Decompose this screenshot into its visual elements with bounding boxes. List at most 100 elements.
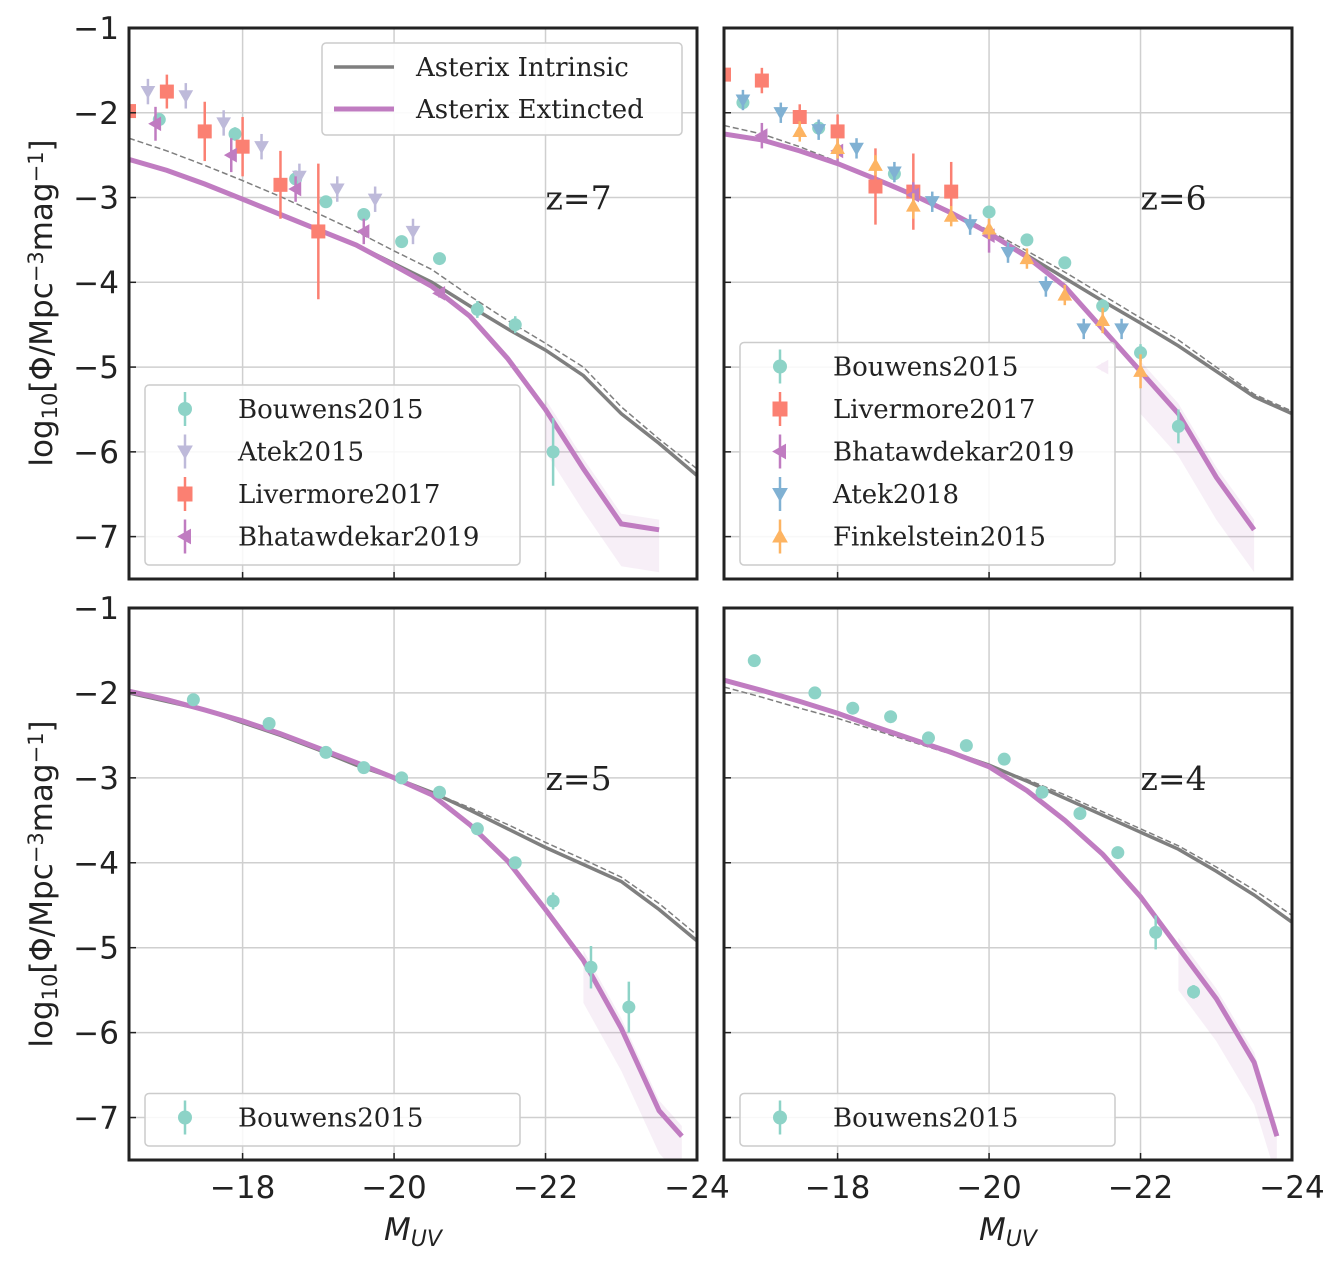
grid: [129, 607, 698, 1160]
data-point: [1187, 985, 1201, 999]
data-point: [982, 205, 996, 219]
data-point: [808, 686, 822, 700]
data-point: [357, 761, 371, 775]
redshift-label: z=5: [546, 759, 612, 798]
legend-label: Finkelstein2015: [833, 523, 1046, 553]
panel-z7: −1 −2 −3 −4 −5 −6 −7 z=7 Bouwens2015 Atek2015 Live…: [73, 11, 699, 581]
data-point: [1149, 925, 1163, 939]
legend-marker: [772, 528, 788, 543]
plot-area: [724, 61, 1292, 573]
data-point: [1171, 419, 1185, 433]
legend-label-extincted: Asterix Extincted: [415, 95, 644, 125]
data-point: [254, 141, 269, 155]
legend-label: Livermore2017: [833, 395, 1035, 425]
legend-marker: [177, 486, 193, 502]
legend-label: Bhatawdekar2019: [833, 438, 1074, 468]
axes-frame: [722, 26, 1294, 581]
series-legend: Bouwens2015 Atek2015 Livermore2017 Bhatawde…: [144, 384, 521, 566]
data-point: [433, 785, 447, 799]
data-point: [868, 157, 883, 171]
legend-label: Bouwens2015: [833, 353, 1018, 383]
x-axis-label: MUV: [979, 1212, 1039, 1252]
data-point: [197, 124, 212, 139]
y-axis-label-part: −1: [24, 732, 48, 763]
intrinsic-line: [129, 691, 697, 943]
data-point: [943, 208, 959, 222]
data-point: [905, 198, 921, 212]
data-point: [981, 221, 997, 235]
data-point: [288, 181, 302, 197]
data-point: [262, 716, 276, 730]
redshift-label: z=7: [546, 179, 612, 218]
legend-label: Atek2015: [237, 438, 364, 468]
panel-z4: −18 −20 −22 −24 z=4 Bouwens2015: [722, 606, 1325, 1206]
intrinsic-dashed-line: [129, 692, 697, 936]
data-point: [223, 147, 237, 163]
legend-marker: [773, 1110, 787, 1125]
data-point: [1114, 323, 1129, 337]
y-tick-label: −7: [73, 520, 119, 556]
legend-label: Bouwens2015: [238, 395, 423, 425]
extincted-band: [1178, 937, 1277, 1160]
panel-z5: −1 −2 −3 −4 −5 −6 −7 −18 −20 −22 −24 z=5 Bouwens2015: [73, 591, 729, 1206]
plot-area: [129, 74, 697, 573]
y-tick-label: −3: [73, 761, 119, 797]
data-point: [1057, 287, 1073, 301]
data-point: [754, 128, 768, 144]
data-point: [1073, 807, 1087, 821]
extincted-band: [545, 399, 660, 573]
data-point: [1076, 323, 1092, 337]
data-point: [235, 139, 250, 154]
line-legend: Asterix Intrinsic Asterix Extincted: [321, 42, 683, 136]
legend-label: Bhatawdekar2019: [238, 523, 479, 553]
axes-frame: [722, 606, 1294, 1162]
data-point: [846, 701, 860, 715]
y-tick-label: −6: [73, 435, 119, 471]
legend-marker: [772, 401, 788, 417]
y-axis-label-part: −3: [24, 251, 48, 282]
series-finkelstein2015: [792, 121, 1148, 389]
data-point: [1096, 299, 1110, 313]
data-point: [1058, 256, 1072, 270]
x-tick-label: −18: [805, 1170, 870, 1206]
data-point: [849, 142, 864, 156]
data-point: [432, 285, 446, 301]
legend-box: [739, 341, 1116, 566]
data-point: [997, 752, 1011, 766]
legend-label: Bouwens2015: [833, 1104, 1018, 1134]
data-point: [962, 219, 978, 233]
extincted-line: [724, 677, 1280, 1137]
data-point: [228, 127, 242, 141]
y-axis-label-part: ]: [24, 720, 60, 732]
data-point: [470, 302, 484, 316]
legend-marker: [177, 528, 191, 545]
y-axis-label-part: ]: [24, 139, 60, 151]
data-point: [884, 710, 898, 724]
data-point: [584, 960, 598, 974]
data-point: [887, 166, 902, 180]
x-axis-label-main: M: [384, 1212, 411, 1248]
legend-label: Bouwens2015: [238, 1104, 423, 1134]
data-point: [1019, 251, 1035, 265]
panel-z6: z=6 Bouwens2015 Livermore2017 Bhatawdekar20…: [722, 26, 1294, 581]
data-point: [159, 84, 174, 99]
data-point: [395, 235, 409, 249]
y-axis-label: log10[Φ/Mpc−3mag−1]: [24, 139, 63, 466]
data-point: [395, 771, 409, 785]
data-point: [311, 224, 326, 239]
legend-label: Livermore2017: [238, 480, 440, 510]
data-point: [405, 225, 421, 239]
data-point: [273, 177, 288, 192]
y-axis-label-part: −1: [24, 151, 48, 182]
series-livermore2017: [129, 74, 326, 300]
data-point: [754, 73, 769, 88]
x-tick-label: −22: [1108, 1170, 1173, 1206]
data-point: [546, 445, 560, 459]
series-legend: Bouwens2015 Livermore2017 Bhatawdekar2019 A…: [739, 341, 1116, 566]
legend-box: [144, 384, 521, 566]
legend-label-intrinsic: Asterix Intrinsic: [415, 53, 629, 83]
legend-box: [144, 1092, 521, 1147]
data-point: [1134, 346, 1148, 360]
y-axis-label-part: mag: [24, 182, 60, 251]
